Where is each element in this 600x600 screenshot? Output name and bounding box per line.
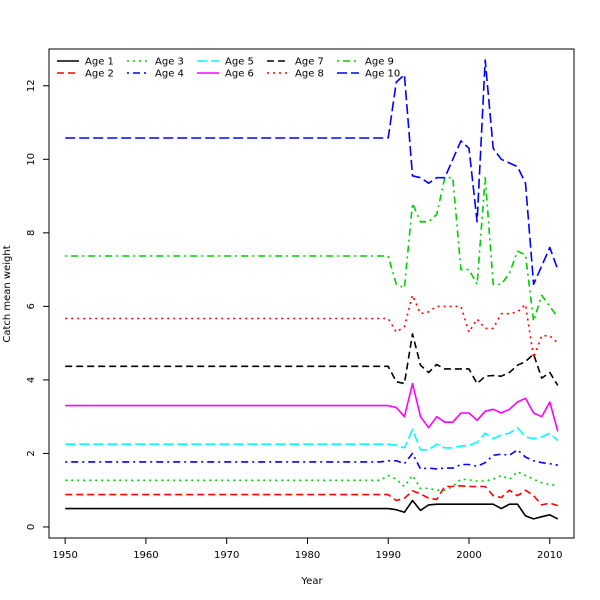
plot-frame bbox=[48, 48, 575, 539]
y-tick-label: 10 bbox=[26, 153, 37, 166]
legend-label: Age 4 bbox=[155, 69, 184, 80]
x-tick-label: 2010 bbox=[537, 550, 562, 561]
series-line-age-9 bbox=[65, 176, 559, 322]
x-tick-label: 2000 bbox=[456, 550, 481, 561]
legend-label: Age 5 bbox=[225, 57, 254, 68]
x-tick-label: 1980 bbox=[295, 550, 320, 561]
series-line-age-1 bbox=[65, 499, 559, 520]
y-tick-label: 4 bbox=[26, 377, 37, 383]
x-axis: 1950 1960 1970 1980 1990 2000 2010 bbox=[52, 538, 562, 561]
series-line-age-7 bbox=[65, 333, 559, 386]
x-tick-label: 1950 bbox=[52, 550, 77, 561]
y-tick-label: 0 bbox=[26, 524, 37, 530]
y-tick-label: 6 bbox=[26, 303, 37, 309]
series-line-age-10 bbox=[65, 59, 559, 286]
legend-label: Age 2 bbox=[85, 69, 114, 80]
x-tick-label: 1960 bbox=[133, 550, 158, 561]
y-tick-label: 2 bbox=[26, 450, 37, 456]
series-line-age-5 bbox=[65, 426, 559, 451]
series-lines bbox=[65, 59, 559, 520]
legend-label: Age 1 bbox=[85, 57, 114, 68]
series-line-age-3 bbox=[65, 470, 558, 492]
series-line-age-4 bbox=[65, 448, 558, 470]
x-tick-label: 1990 bbox=[376, 550, 401, 561]
series-line-age-6 bbox=[65, 382, 559, 432]
x-axis-label: Year bbox=[300, 576, 323, 587]
y-tick-label: 12 bbox=[26, 79, 37, 92]
x-tick-label: 1970 bbox=[214, 550, 239, 561]
legend-label: Age 3 bbox=[155, 57, 184, 68]
y-tick-label: 8 bbox=[26, 230, 37, 236]
legend-label: Age 8 bbox=[295, 69, 324, 80]
legend-label: Age 6 bbox=[225, 69, 254, 80]
series-line-age-2 bbox=[65, 484, 559, 507]
y-axis: 0 2 4 6 8 10 12 bbox=[26, 79, 49, 530]
series-line-age-8 bbox=[65, 294, 559, 359]
legend-label: Age 7 bbox=[295, 57, 324, 68]
y-axis-label: Catch mean weight bbox=[2, 245, 13, 342]
legend-label: Age 10 bbox=[365, 69, 400, 80]
legend-label: Age 9 bbox=[365, 57, 394, 68]
